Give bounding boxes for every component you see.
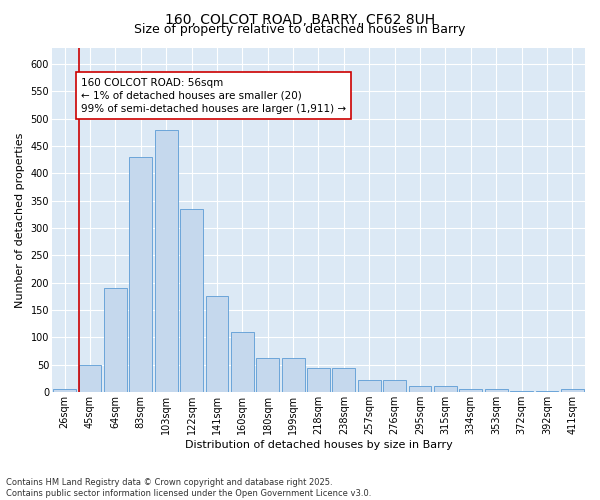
Bar [383,380,406,392]
Bar [130,157,152,392]
Y-axis label: Number of detached properties: Number of detached properties [15,132,25,308]
Bar [358,380,380,392]
Bar [510,391,533,392]
Bar [231,332,254,392]
Bar [104,288,127,392]
Text: 160 COLCOT ROAD: 56sqm
← 1% of detached houses are smaller (20)
99% of semi-deta: 160 COLCOT ROAD: 56sqm ← 1% of detached … [81,78,346,114]
Bar [79,365,101,392]
Bar [485,389,508,392]
X-axis label: Distribution of detached houses by size in Barry: Distribution of detached houses by size … [185,440,452,450]
Bar [53,390,76,392]
Bar [256,358,279,392]
Bar [536,391,559,392]
Bar [332,368,355,392]
Text: Size of property relative to detached houses in Barry: Size of property relative to detached ho… [134,22,466,36]
Bar [561,390,584,392]
Bar [434,386,457,392]
Bar [180,209,203,392]
Bar [281,358,305,392]
Bar [155,130,178,392]
Bar [206,296,229,392]
Bar [460,389,482,392]
Bar [409,386,431,392]
Text: Contains HM Land Registry data © Crown copyright and database right 2025.
Contai: Contains HM Land Registry data © Crown c… [6,478,371,498]
Bar [307,368,330,392]
Text: 160, COLCOT ROAD, BARRY, CF62 8UH: 160, COLCOT ROAD, BARRY, CF62 8UH [165,12,435,26]
